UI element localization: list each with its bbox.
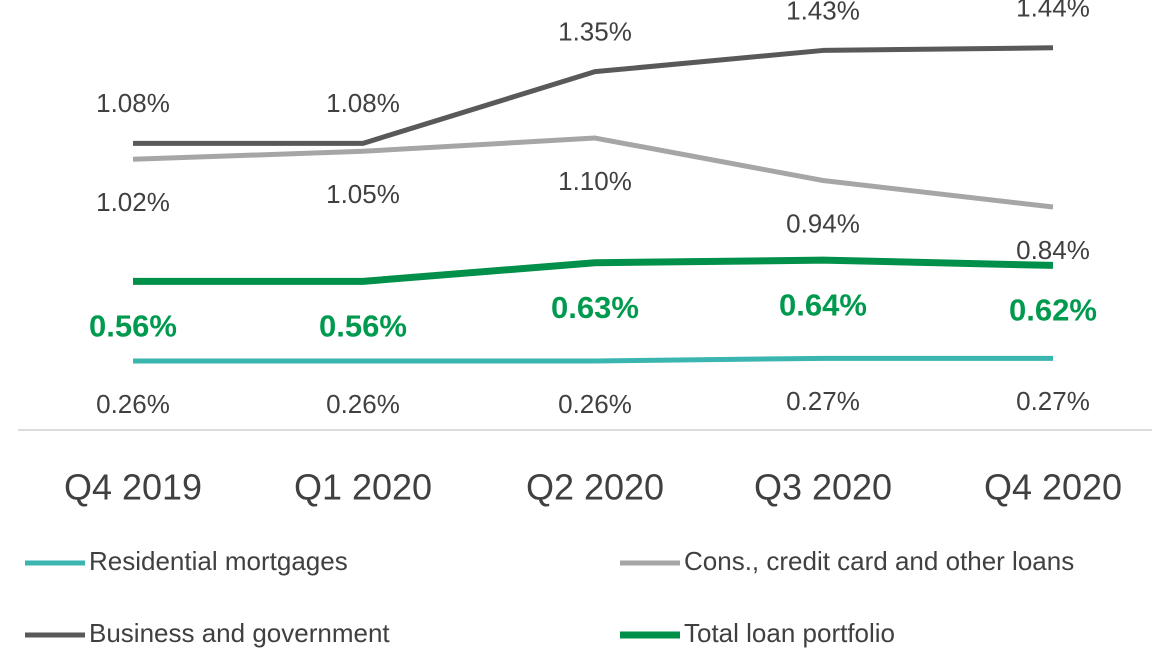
data-label: 0.26% (326, 389, 400, 419)
data-label: 0.63% (551, 290, 639, 325)
series-line (132, 135, 1054, 210)
legend-label: Total loan portfolio (684, 618, 895, 648)
data-label: 0.26% (96, 389, 170, 419)
data-label: 0.27% (786, 386, 860, 416)
data-label: 0.84% (1016, 235, 1090, 265)
data-label: 0.62% (1009, 293, 1097, 328)
legend-label: Business and government (89, 618, 390, 648)
data-label: 1.05% (326, 179, 400, 209)
data-label: 1.02% (96, 187, 170, 217)
legend-label: Residential mortgages (89, 546, 348, 576)
data-label: 0.56% (89, 309, 177, 344)
legend-label: Cons., credit card and other loans (684, 546, 1074, 576)
data-label: 1.44% (1016, 0, 1090, 23)
data-label: 0.94% (786, 208, 860, 238)
data-label: 0.64% (779, 287, 867, 322)
series-line (133, 45, 1054, 146)
data-label: 1.08% (326, 88, 400, 118)
x-tick-label: Q4 2020 (984, 467, 1122, 508)
series-line (133, 256, 1054, 285)
series-line (133, 355, 1053, 364)
data-label: 0.56% (319, 309, 407, 344)
x-tick-label: Q4 2019 (64, 467, 202, 508)
x-tick-label: Q1 2020 (294, 467, 432, 508)
data-label: 1.08% (96, 88, 170, 118)
data-label: 0.26% (558, 389, 632, 419)
x-tick-label: Q2 2020 (526, 467, 664, 508)
data-label: 1.35% (558, 17, 632, 47)
data-label: 0.27% (1016, 386, 1090, 416)
data-label: 1.43% (786, 0, 860, 25)
data-label: 1.10% (558, 166, 632, 196)
x-tick-label: Q3 2020 (754, 467, 892, 508)
